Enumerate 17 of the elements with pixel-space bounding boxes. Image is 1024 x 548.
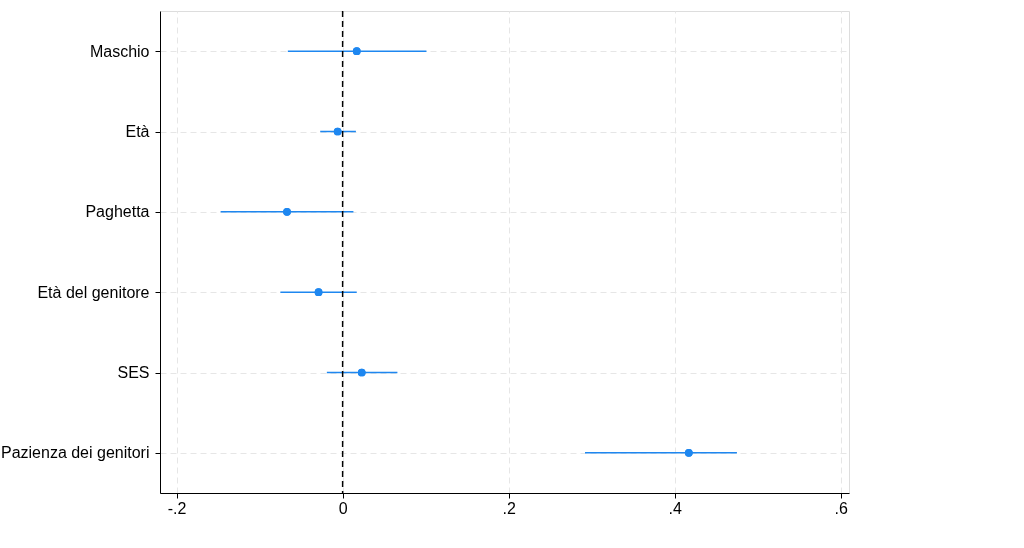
point — [333, 127, 342, 136]
y-tick-label: Età del genitore — [37, 283, 150, 301]
x-tick-label: .2 — [502, 499, 516, 517]
y-tick-label: Paghetta — [85, 203, 150, 221]
point — [314, 288, 323, 297]
point — [352, 47, 361, 56]
x-tick-label: .4 — [668, 499, 682, 517]
y-tick-label: Maschio — [89, 42, 150, 60]
point — [283, 207, 291, 216]
x-tick-label: .6 — [834, 499, 848, 517]
y-tick-label: Pazienza dei genitori — [0, 444, 150, 462]
point — [357, 368, 366, 377]
y-tick-label: Età — [125, 123, 150, 140]
x-tick-label: 0 — [338, 499, 348, 517]
point — [684, 448, 693, 457]
y-tick-label: SES — [117, 364, 150, 381]
x-tick-label: -.2 — [167, 499, 187, 517]
